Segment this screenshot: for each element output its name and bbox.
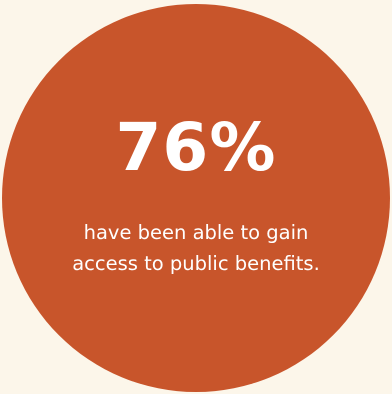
stat-circle — [2, 4, 390, 392]
caption-line-1: have been able to gain — [83, 221, 309, 244]
stat-value: 76% — [115, 109, 277, 186]
caption-line-2: access to public benefits. — [72, 252, 320, 275]
stat-caption: have been able to gain access to public … — [0, 217, 392, 279]
